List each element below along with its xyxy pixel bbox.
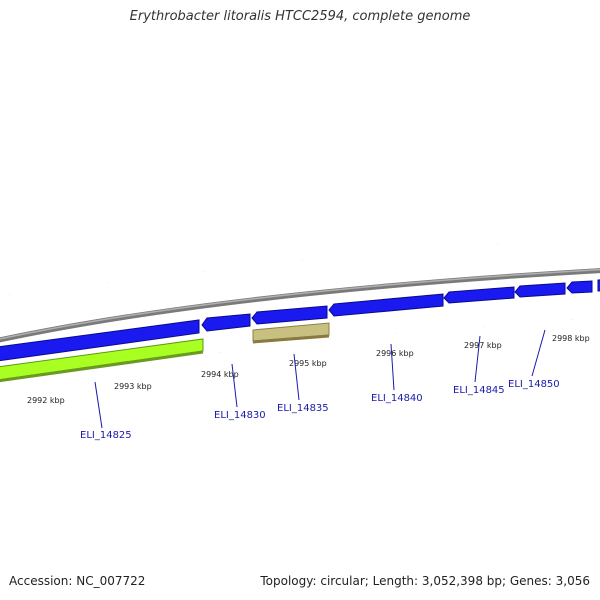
kbp-label: 2997 kbp [464, 341, 502, 350]
cds-eli-14830[interactable] [201, 313, 251, 332]
gene-labels: ELI_14825 ELI_14830 ELI_14835 ELI_14840 … [80, 379, 560, 441]
gene-label-eli-14850[interactable]: ELI_14850 [508, 379, 560, 390]
kbp-label: 2995 kbp [289, 359, 327, 368]
cds-green-feature[interactable] [0, 338, 204, 381]
outer-tick-track [9, 237, 577, 295]
cds-eli-14825-forward[interactable] [0, 319, 200, 362]
cds-eli-14850[interactable] [514, 282, 566, 298]
cds-eli-14845[interactable] [443, 286, 515, 304]
genome-stats-label: Topology: circular; Length: 3,052,398 bp… [260, 574, 590, 588]
scale-labels: 2992 kbp 2993 kbp 2994 kbp 2995 kbp 2996… [27, 334, 590, 405]
gene-label-eli-14840[interactable]: ELI_14840 [371, 393, 423, 404]
accession-label: Accession: NC_007722 [9, 574, 146, 588]
kbp-label: 2998 kbp [552, 334, 590, 343]
gene-label-eli-14835[interactable]: ELI_14835 [277, 403, 329, 414]
kbp-label: 2993 kbp [114, 382, 152, 391]
map-title: Erythrobacter litoralis HTCC2594, comple… [129, 9, 471, 24]
cds-eli-14840[interactable] [328, 293, 444, 317]
kbp-label: 2992 kbp [27, 396, 65, 405]
gene-label-eli-14825[interactable]: ELI_14825 [80, 430, 132, 441]
cds-eli-14835[interactable] [251, 305, 328, 325]
gene-label-eli-14845[interactable]: ELI_14845 [453, 385, 505, 396]
cds-next[interactable] [566, 280, 593, 294]
kbp-label: 2996 kbp [376, 349, 414, 358]
gene-label-eli-14830[interactable]: ELI_14830 [214, 410, 266, 421]
cds-green-shadow [0, 350, 204, 383]
kbp-label: 2994 kbp [201, 370, 239, 379]
genome-backbone [0, 268, 600, 343]
forward-strand-track [0, 279, 600, 362]
cds-tan-shadow [252, 334, 330, 344]
scale-tick-track [7, 318, 590, 383]
genome-backbone-highlight [0, 268, 600, 340]
gene-leader-lines [94, 329, 546, 429]
